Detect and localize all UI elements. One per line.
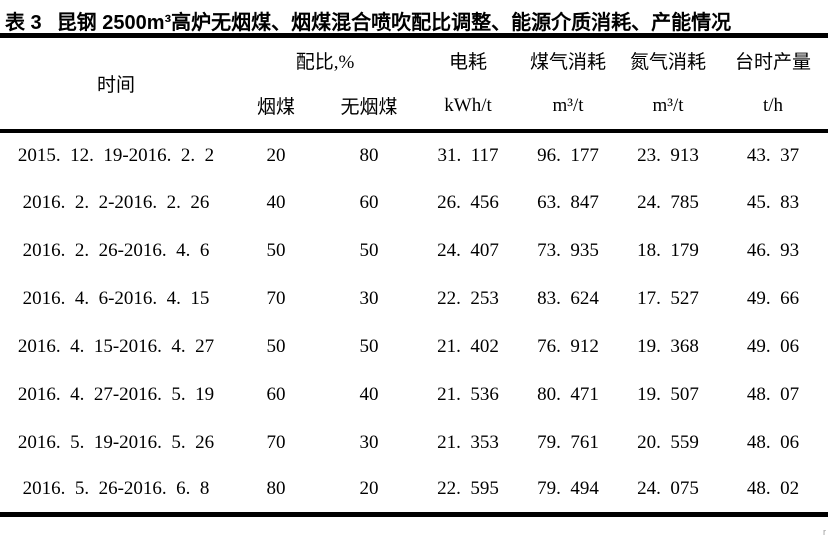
cell-bituminous-ratio: 60 — [266, 383, 286, 405]
cell-anthracite-ratio: 50 — [359, 335, 379, 357]
cell-anthracite-ratio: 30 — [359, 431, 379, 453]
table-caption-text: 昆钢 2500m³高炉无烟煤、烟煤混合喷吹配比调整、能源介质消耗、产能情况 — [56, 12, 732, 34]
cell-period: 2016. 4. 6-2016. 4. 15 — [22, 287, 210, 309]
cell-bituminous-ratio: 40 — [266, 191, 286, 213]
cell-bituminous-ratio: 50 — [266, 335, 286, 357]
header-power-unit: kWh/t — [444, 94, 492, 116]
cell-gas-consumption: 80. 471 — [537, 383, 599, 405]
cell-anthracite-ratio: 80 — [359, 144, 379, 166]
table-caption-label: 表 3 — [5, 12, 42, 34]
header-power: 电耗 — [449, 51, 488, 73]
header-gas-unit: m³/t — [552, 94, 584, 116]
data-table: 时间 配比,% 电耗 煤气消耗 氮气消耗 台时产量 烟煤 无烟煤 kWh/t m… — [0, 33, 828, 517]
header-nitrogen: 氮气消耗 — [630, 51, 707, 73]
cell-power-consumption: 24. 407 — [437, 239, 499, 261]
cell-power-consumption: 22. 253 — [437, 287, 499, 309]
table-row: 2015. 12. 19-2016. 2. 2 20 80 31. 117 96… — [0, 131, 828, 179]
cell-period: 2015. 12. 19-2016. 2. 2 — [17, 144, 215, 166]
cell-nitrogen-consumption: 18. 179 — [637, 239, 699, 261]
cell-nitrogen-consumption: 19. 507 — [637, 383, 699, 405]
table-row: 2016. 2. 2-2016. 2. 26 40 60 26. 456 63.… — [0, 179, 828, 227]
cell-gas-consumption: 63. 847 — [537, 191, 599, 213]
cell-nitrogen-consumption: 23. 913 — [637, 144, 699, 166]
cell-bituminous-ratio: 20 — [266, 144, 286, 166]
header-output: 台时产量 — [735, 51, 812, 73]
table-row: 2016. 4. 6-2016. 4. 15 70 30 22. 253 83.… — [0, 275, 828, 323]
cell-power-consumption: 21. 353 — [437, 431, 499, 453]
cell-period: 2016. 2. 26-2016. 4. 6 — [22, 239, 210, 261]
table-row: 2016. 5. 26-2016. 6. 8 80 20 22. 595 79.… — [0, 467, 828, 515]
cell-anthracite-ratio: 30 — [359, 287, 379, 309]
cell-nitrogen-consumption: 19. 368 — [637, 335, 699, 357]
header-anthracite: 无烟煤 — [340, 97, 398, 118]
header-row-groups: 时间 配比,% 电耗 煤气消耗 氮气消耗 台时产量 — [0, 36, 828, 96]
cell-power-consumption: 31. 117 — [437, 144, 499, 166]
cell-nitrogen-consumption: 20. 559 — [637, 431, 699, 453]
cell-bituminous-ratio: 70 — [266, 431, 286, 453]
cell-nitrogen-consumption: 17. 527 — [637, 287, 699, 309]
cell-anthracite-ratio: 50 — [359, 239, 379, 261]
cell-hourly-output: 43. 37 — [746, 144, 800, 166]
cell-period: 2016. 4. 27-2016. 5. 19 — [17, 383, 215, 405]
header-time: 时间 — [96, 74, 135, 96]
table-caption: 表 3 昆钢 2500m³高炉无烟煤、烟煤混合喷吹配比调整、能源介质消耗、产能情况 — [0, 0, 828, 34]
cell-hourly-output: 45. 83 — [746, 191, 800, 213]
cell-bituminous-ratio: 70 — [266, 287, 286, 309]
stray-artifact-mark: r — [823, 527, 826, 537]
cell-gas-consumption: 79. 761 — [537, 431, 599, 453]
cell-power-consumption: 26. 456 — [437, 191, 499, 213]
header-row-units: 烟煤 无烟煤 kWh/t m³/t m³/t t/h — [0, 83, 828, 131]
table-body: 2015. 12. 19-2016. 2. 2 20 80 31. 117 96… — [0, 131, 828, 515]
header-ratio-group: 配比,% — [295, 51, 355, 73]
cell-anthracite-ratio: 20 — [359, 478, 379, 500]
cell-bituminous-ratio: 50 — [266, 239, 286, 261]
cell-hourly-output: 49. 06 — [746, 335, 800, 357]
cell-hourly-output: 48. 07 — [746, 383, 800, 405]
cell-power-consumption: 22. 595 — [437, 478, 499, 500]
cell-bituminous-ratio: 80 — [266, 478, 286, 500]
cell-nitrogen-consumption: 24. 785 — [637, 191, 699, 213]
cell-hourly-output: 46. 93 — [746, 239, 800, 261]
cell-hourly-output: 48. 06 — [746, 431, 800, 453]
cell-power-consumption: 21. 536 — [437, 383, 499, 405]
table-row: 2016. 4. 27-2016. 5. 19 60 40 21. 536 80… — [0, 371, 828, 419]
cell-period: 2016. 5. 26-2016. 6. 8 — [22, 478, 210, 500]
cell-nitrogen-consumption: 24. 075 — [637, 478, 699, 500]
cell-gas-consumption: 76. 912 — [537, 335, 599, 357]
cell-anthracite-ratio: 40 — [359, 383, 379, 405]
cell-period: 2016. 4. 15-2016. 4. 27 — [17, 335, 215, 357]
cell-period: 2016. 2. 2-2016. 2. 26 — [22, 191, 210, 213]
table-row: 2016. 5. 19-2016. 5. 26 70 30 21. 353 79… — [0, 419, 828, 467]
cell-period: 2016. 5. 19-2016. 5. 26 — [17, 431, 215, 453]
header-output-unit: t/h — [762, 94, 784, 116]
cell-gas-consumption: 83. 624 — [537, 287, 599, 309]
cell-anthracite-ratio: 60 — [359, 191, 379, 213]
header-gas: 煤气消耗 — [530, 51, 607, 73]
cell-gas-consumption: 96. 177 — [537, 144, 599, 166]
cell-gas-consumption: 79. 494 — [537, 478, 599, 500]
table-row: 2016. 2. 26-2016. 4. 6 50 50 24. 407 73.… — [0, 227, 828, 275]
cell-hourly-output: 48. 02 — [746, 478, 800, 500]
header-nitrogen-unit: m³/t — [652, 94, 684, 116]
table-row: 2016. 4. 15-2016. 4. 27 50 50 21. 402 76… — [0, 323, 828, 371]
header-bituminous: 烟煤 — [256, 97, 295, 118]
cell-power-consumption: 21. 402 — [437, 335, 499, 357]
table-header: 时间 配比,% 电耗 煤气消耗 氮气消耗 台时产量 烟煤 无烟煤 kWh/t m… — [0, 36, 828, 131]
cell-hourly-output: 49. 66 — [746, 287, 800, 309]
cell-gas-consumption: 73. 935 — [537, 239, 599, 261]
